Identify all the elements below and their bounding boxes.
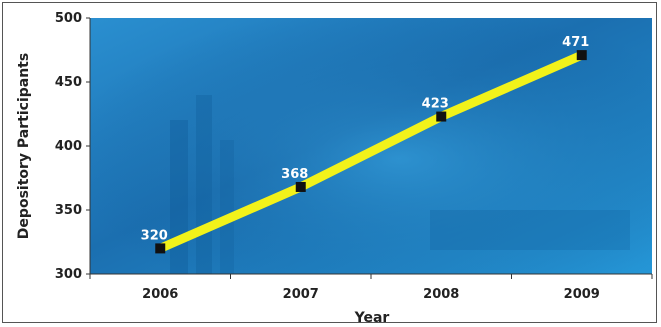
plot-decoration-a <box>170 120 188 274</box>
plot-decoration-c <box>220 140 234 274</box>
y-tick-label: 300 <box>55 267 82 282</box>
plot-area <box>90 18 652 274</box>
y-tick-label: 450 <box>55 75 82 90</box>
data-point <box>436 111 447 122</box>
data-labels: 320 368 423 471 <box>141 35 590 243</box>
plot-decoration-b <box>196 95 212 274</box>
x-axis-title: Year <box>354 310 390 326</box>
data-label: 471 <box>562 35 589 50</box>
y-tick-label: 400 <box>55 139 82 154</box>
series-layer <box>155 50 587 254</box>
x-tick-label: 2008 <box>423 287 459 302</box>
plot-decoration-d <box>430 210 630 250</box>
x-tick-label: 2006 <box>142 287 178 302</box>
series-line <box>155 50 587 253</box>
x-tick-label: 2009 <box>564 287 600 302</box>
data-point <box>295 181 306 192</box>
data-point <box>155 243 166 254</box>
x-tick-label: 2007 <box>283 287 319 302</box>
y-tick-label: 350 <box>55 203 82 218</box>
data-point <box>576 50 587 61</box>
data-label: 368 <box>281 167 308 182</box>
y-axis-title: Depository Participants <box>16 53 32 239</box>
data-label: 320 <box>141 228 168 243</box>
ticks: 300 350 400 450 500 2006 2007 2008 2009 <box>55 11 653 302</box>
y-tick-label: 500 <box>55 11 82 26</box>
data-label: 423 <box>422 97 449 112</box>
